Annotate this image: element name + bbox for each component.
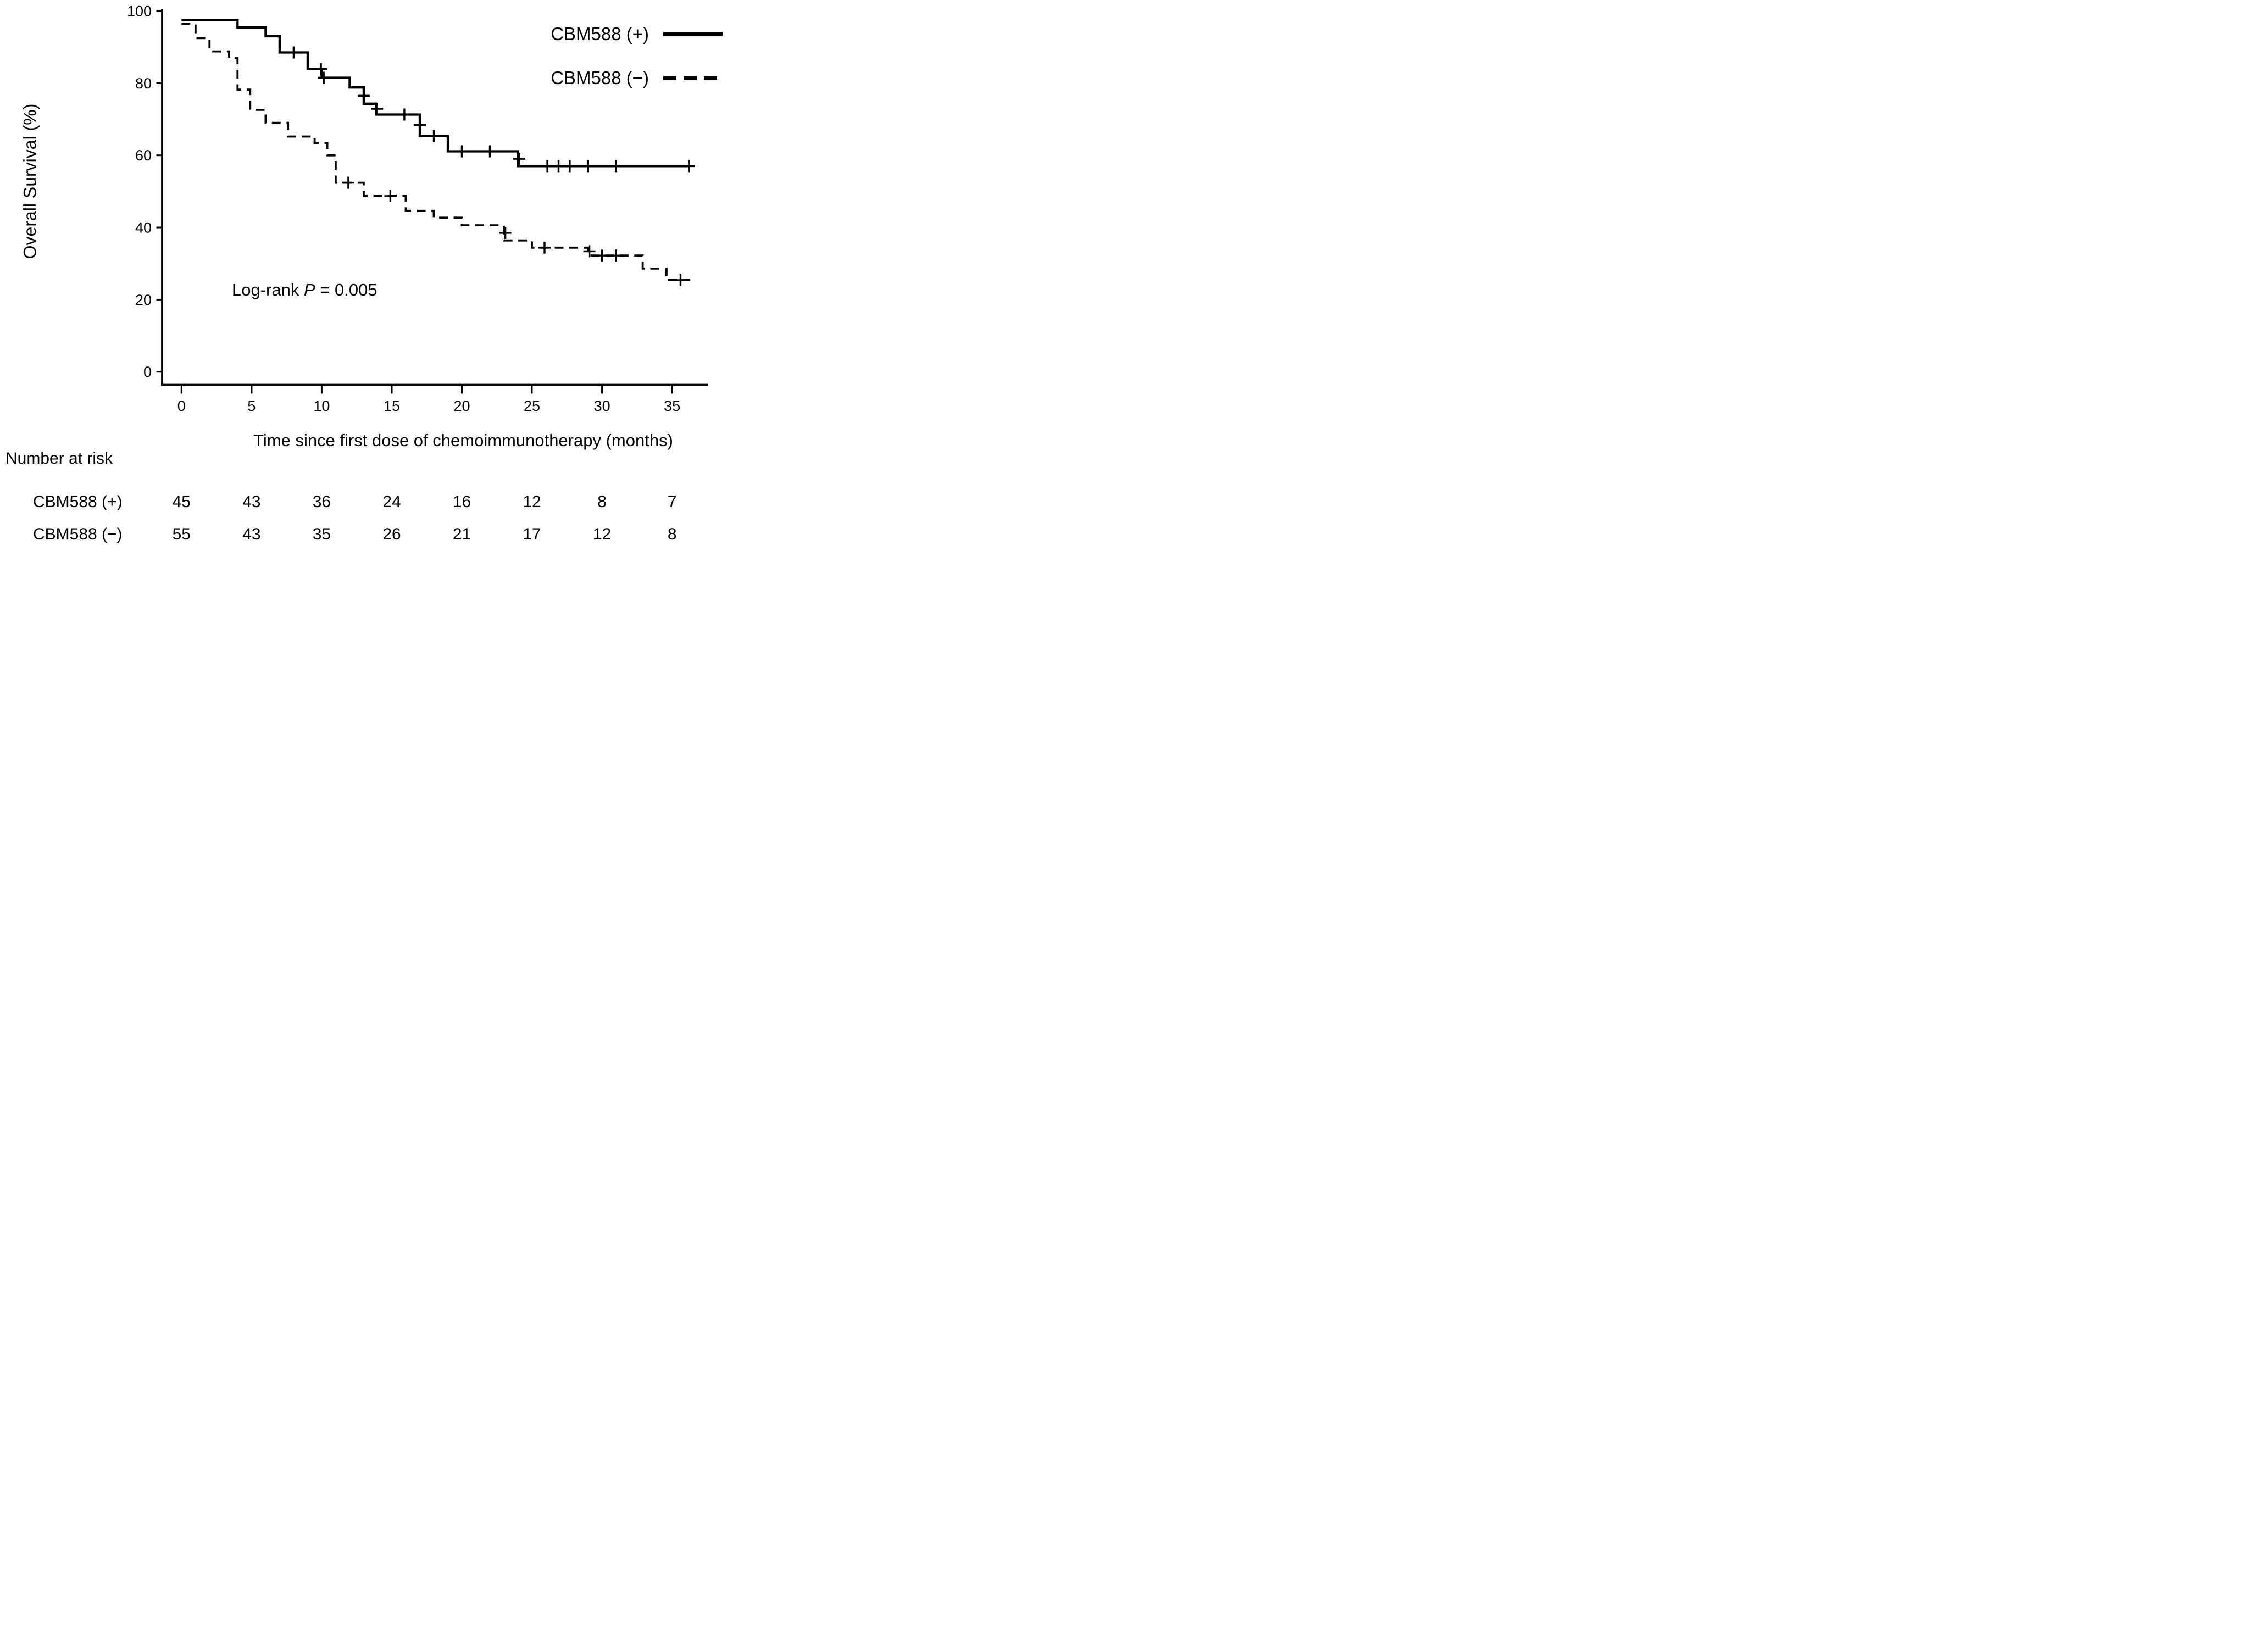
x-tick-label: 0 — [177, 398, 186, 414]
km-plot-canvas: 0 20 40 60 80 100 0 5 10 15 20 25 30 35 — [127, 3, 708, 414]
risk-row: CBM588 (−) 55 43 35 26 21 17 12 8 — [0, 525, 751, 547]
censor-mark — [499, 226, 512, 239]
y-tick-label: 40 — [135, 220, 152, 236]
censor-mark — [342, 176, 354, 189]
risk-row-label: CBM588 (+) — [33, 493, 123, 511]
x-tick-label: 15 — [384, 398, 400, 414]
risk-count: 21 — [452, 525, 471, 543]
censor-mark — [610, 249, 623, 262]
x-axis-label: Time since first dose of chemoimmunother… — [253, 431, 673, 450]
x-tick-label: 20 — [453, 398, 470, 414]
risk-count: 12 — [523, 493, 541, 511]
censor-mark — [674, 274, 687, 286]
risk-count: 55 — [172, 525, 191, 543]
legend-item-cbm588-minus: CBM588 (−) — [545, 66, 724, 90]
survival-curve-dashed — [181, 23, 691, 281]
censor-mark — [513, 153, 526, 165]
solid-line-sample — [663, 32, 723, 36]
censor-mark — [682, 160, 695, 173]
y-tick-label: 20 — [135, 292, 152, 308]
censor-mark — [287, 46, 300, 59]
risk-count: 12 — [592, 525, 612, 543]
annotation-value: = 0.005 — [315, 280, 377, 299]
legend-label: CBM588 (+) — [551, 24, 649, 44]
log-rank-annotation: Log-rank P = 0.005 — [232, 280, 377, 300]
x-tick-label: 10 — [313, 398, 330, 414]
y-tick-label: 100 — [127, 3, 152, 20]
censor-mark — [384, 190, 397, 202]
risk-count: 36 — [312, 493, 331, 511]
risk-table-title: Number at risk — [5, 449, 113, 468]
legend-item-cbm588-plus: CBM588 (+) — [545, 22, 724, 46]
censor-mark — [428, 130, 440, 142]
censor-mark — [610, 160, 623, 173]
risk-count: 16 — [452, 493, 471, 511]
risk-count: 35 — [312, 525, 331, 543]
annotation-stat: P — [303, 280, 315, 299]
risk-row-label: CBM588 (−) — [33, 525, 123, 543]
censor-mark — [398, 108, 410, 121]
survival-curve-solid — [181, 19, 691, 168]
censor-mark — [357, 90, 370, 102]
censor-mark — [456, 145, 468, 158]
dashed-line-sample — [663, 76, 723, 80]
censor-mark — [538, 241, 551, 254]
y-tick-label: 0 — [143, 364, 152, 380]
censor-mark — [414, 119, 426, 131]
censor-mark — [315, 63, 327, 75]
y-tick-label: 60 — [135, 147, 152, 164]
legend-label: CBM588 (−) — [551, 68, 649, 88]
x-tick-label: 25 — [524, 398, 540, 414]
censor-mark — [583, 245, 596, 258]
risk-count: 8 — [597, 493, 607, 511]
y-tick-label: 80 — [135, 75, 152, 92]
censor-mark — [596, 249, 608, 262]
x-tick-label: 30 — [594, 398, 610, 414]
km-survival-figure: 0 20 40 60 80 100 0 5 10 15 20 25 30 35 Overall Survi… — [0, 0, 751, 550]
censor-mark — [563, 160, 576, 173]
risk-count: 7 — [667, 493, 677, 511]
censor-mark — [318, 71, 330, 84]
risk-count: 8 — [667, 525, 677, 543]
risk-count: 24 — [382, 493, 401, 511]
x-tick-label: 35 — [664, 398, 680, 414]
risk-count: 43 — [242, 493, 261, 511]
censor-mark — [552, 160, 565, 173]
risk-row: CBM588 (+) 45 43 36 24 16 12 8 7 — [0, 493, 751, 515]
censor-mark — [541, 160, 554, 173]
risk-count: 45 — [172, 493, 191, 511]
censor-mark — [484, 145, 496, 158]
risk-count: 17 — [523, 525, 541, 543]
legend: CBM588 (+) CBM588 (−) — [545, 22, 724, 90]
censor-mark — [582, 160, 595, 173]
annotation-prefix: Log-rank — [232, 280, 304, 299]
censor-mark — [371, 103, 384, 115]
x-tick-label: 5 — [247, 398, 256, 414]
y-axis-label: Overall Survival (%) — [20, 103, 40, 259]
risk-count: 43 — [242, 525, 261, 543]
risk-count: 26 — [382, 525, 401, 543]
